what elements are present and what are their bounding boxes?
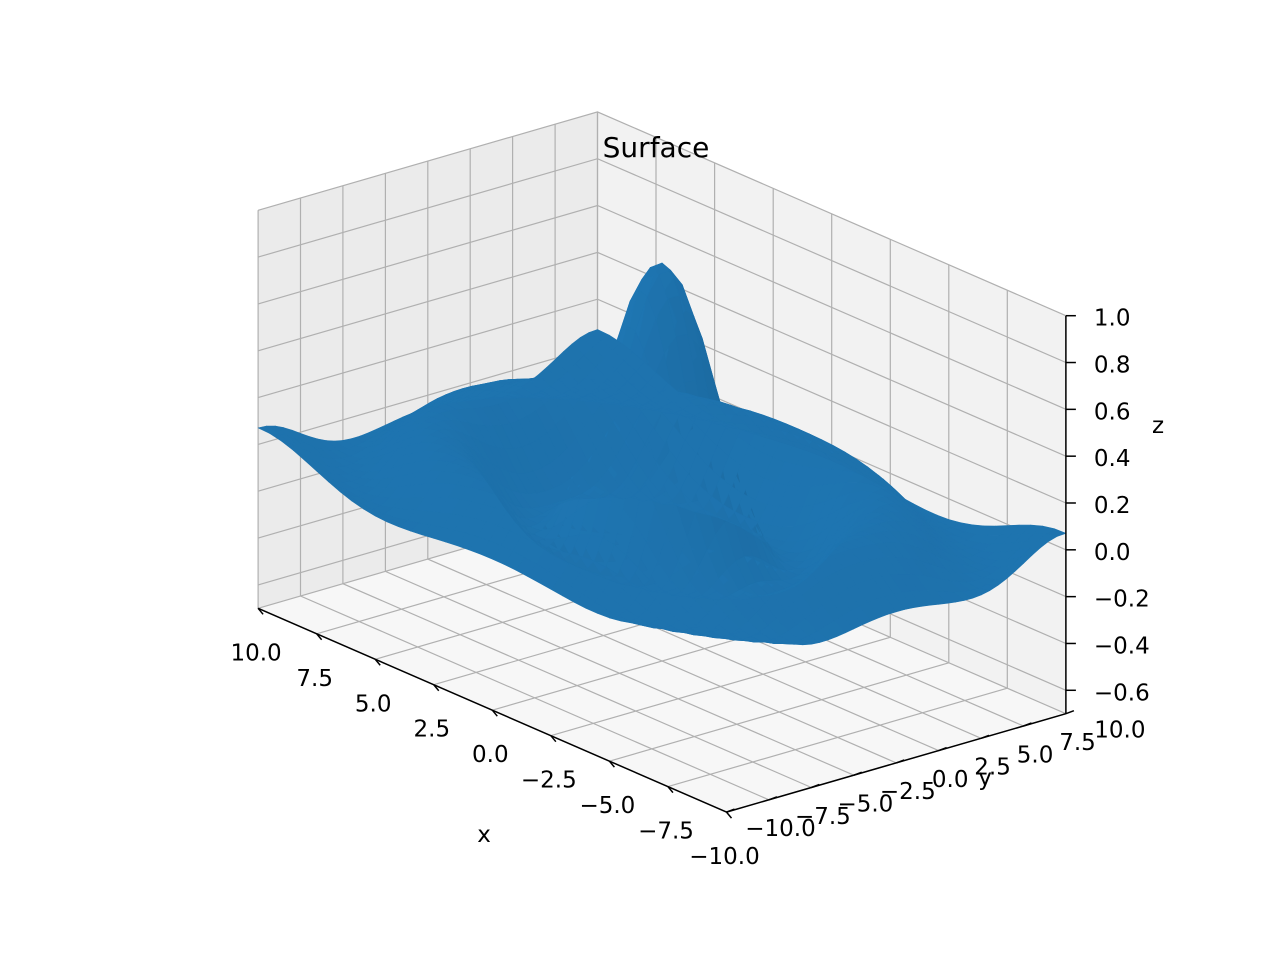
x-tick bbox=[667, 786, 674, 794]
y-gridline bbox=[427, 161, 897, 764]
z-gridline bbox=[257, 251, 1067, 457]
z-tick-label: −0.4 bbox=[1094, 634, 1150, 660]
x-tick bbox=[608, 760, 615, 768]
x-tick bbox=[433, 684, 440, 692]
x-tick-label: 2.5 bbox=[414, 717, 451, 743]
z-tick-label: −0.2 bbox=[1094, 587, 1150, 613]
x-tick-label: 7.5 bbox=[296, 666, 333, 692]
y-tick bbox=[768, 796, 778, 801]
y-gridline bbox=[384, 173, 855, 776]
y-tick-label: −10.0 bbox=[745, 816, 815, 842]
y-tick-label: 10.0 bbox=[1094, 718, 1145, 744]
x-tick bbox=[725, 811, 733, 819]
axis-ticks: −10.0−7.5−5.0−2.50.02.55.07.510.0−10.0−7… bbox=[230, 306, 1149, 870]
y-tick-label: −5.0 bbox=[837, 792, 893, 818]
z-tick-label: 0.4 bbox=[1094, 446, 1131, 472]
x-tick-label: 10.0 bbox=[230, 640, 281, 666]
y-tick-label: −2.5 bbox=[880, 779, 936, 805]
y-tick bbox=[938, 746, 947, 752]
surface-patch bbox=[257, 425, 279, 435]
x-tick-label: 5.0 bbox=[355, 691, 392, 717]
y-gridline bbox=[342, 185, 812, 789]
z-gridline bbox=[257, 298, 1067, 504]
z-tick-label: 0.0 bbox=[1094, 540, 1131, 566]
y-tick bbox=[980, 734, 990, 740]
z-gridline bbox=[257, 158, 1067, 364]
z-tick-label: 0.2 bbox=[1094, 493, 1131, 519]
y-tick bbox=[1023, 722, 1032, 727]
chart-title: Surface bbox=[603, 131, 710, 164]
z-tick-label: 0.6 bbox=[1094, 399, 1131, 425]
x-tick-label: −7.5 bbox=[638, 819, 694, 845]
y-tick-label: 7.5 bbox=[1059, 730, 1096, 756]
y-tick bbox=[853, 771, 863, 776]
x-tick bbox=[257, 607, 264, 615]
x-axis-line bbox=[257, 607, 727, 813]
y-tick bbox=[1065, 709, 1075, 715]
surface-mesh bbox=[257, 262, 1067, 646]
y-tick-label: 5.0 bbox=[1017, 742, 1054, 768]
z-gridline bbox=[257, 204, 1067, 410]
x-tick-label: −10.0 bbox=[689, 844, 759, 870]
y-tick-label: 0.0 bbox=[932, 767, 969, 793]
x-axis-label: x bbox=[477, 822, 491, 848]
y-axis-label: y bbox=[978, 765, 992, 791]
x-tick bbox=[550, 735, 557, 743]
z-gridline bbox=[257, 111, 1067, 317]
y-tick bbox=[895, 759, 905, 764]
y-gridline bbox=[299, 198, 770, 801]
y-tick bbox=[726, 808, 735, 813]
z-tick-label: −0.6 bbox=[1094, 680, 1150, 706]
x-tick bbox=[374, 658, 381, 666]
x-tick bbox=[491, 709, 498, 717]
x-tick-label: 0.0 bbox=[472, 742, 509, 768]
z-tick-label: 0.8 bbox=[1094, 353, 1131, 379]
z-tick-label: 1.0 bbox=[1094, 306, 1131, 332]
x-tick-label: −2.5 bbox=[521, 768, 577, 794]
y-tick-label: 2.5 bbox=[974, 755, 1011, 781]
x-tick-label: −5.0 bbox=[579, 793, 635, 819]
y-tick bbox=[811, 783, 820, 789]
y-tick-label: −7.5 bbox=[795, 804, 851, 830]
z-axis-label: z bbox=[1152, 413, 1164, 439]
x-tick bbox=[316, 633, 323, 641]
